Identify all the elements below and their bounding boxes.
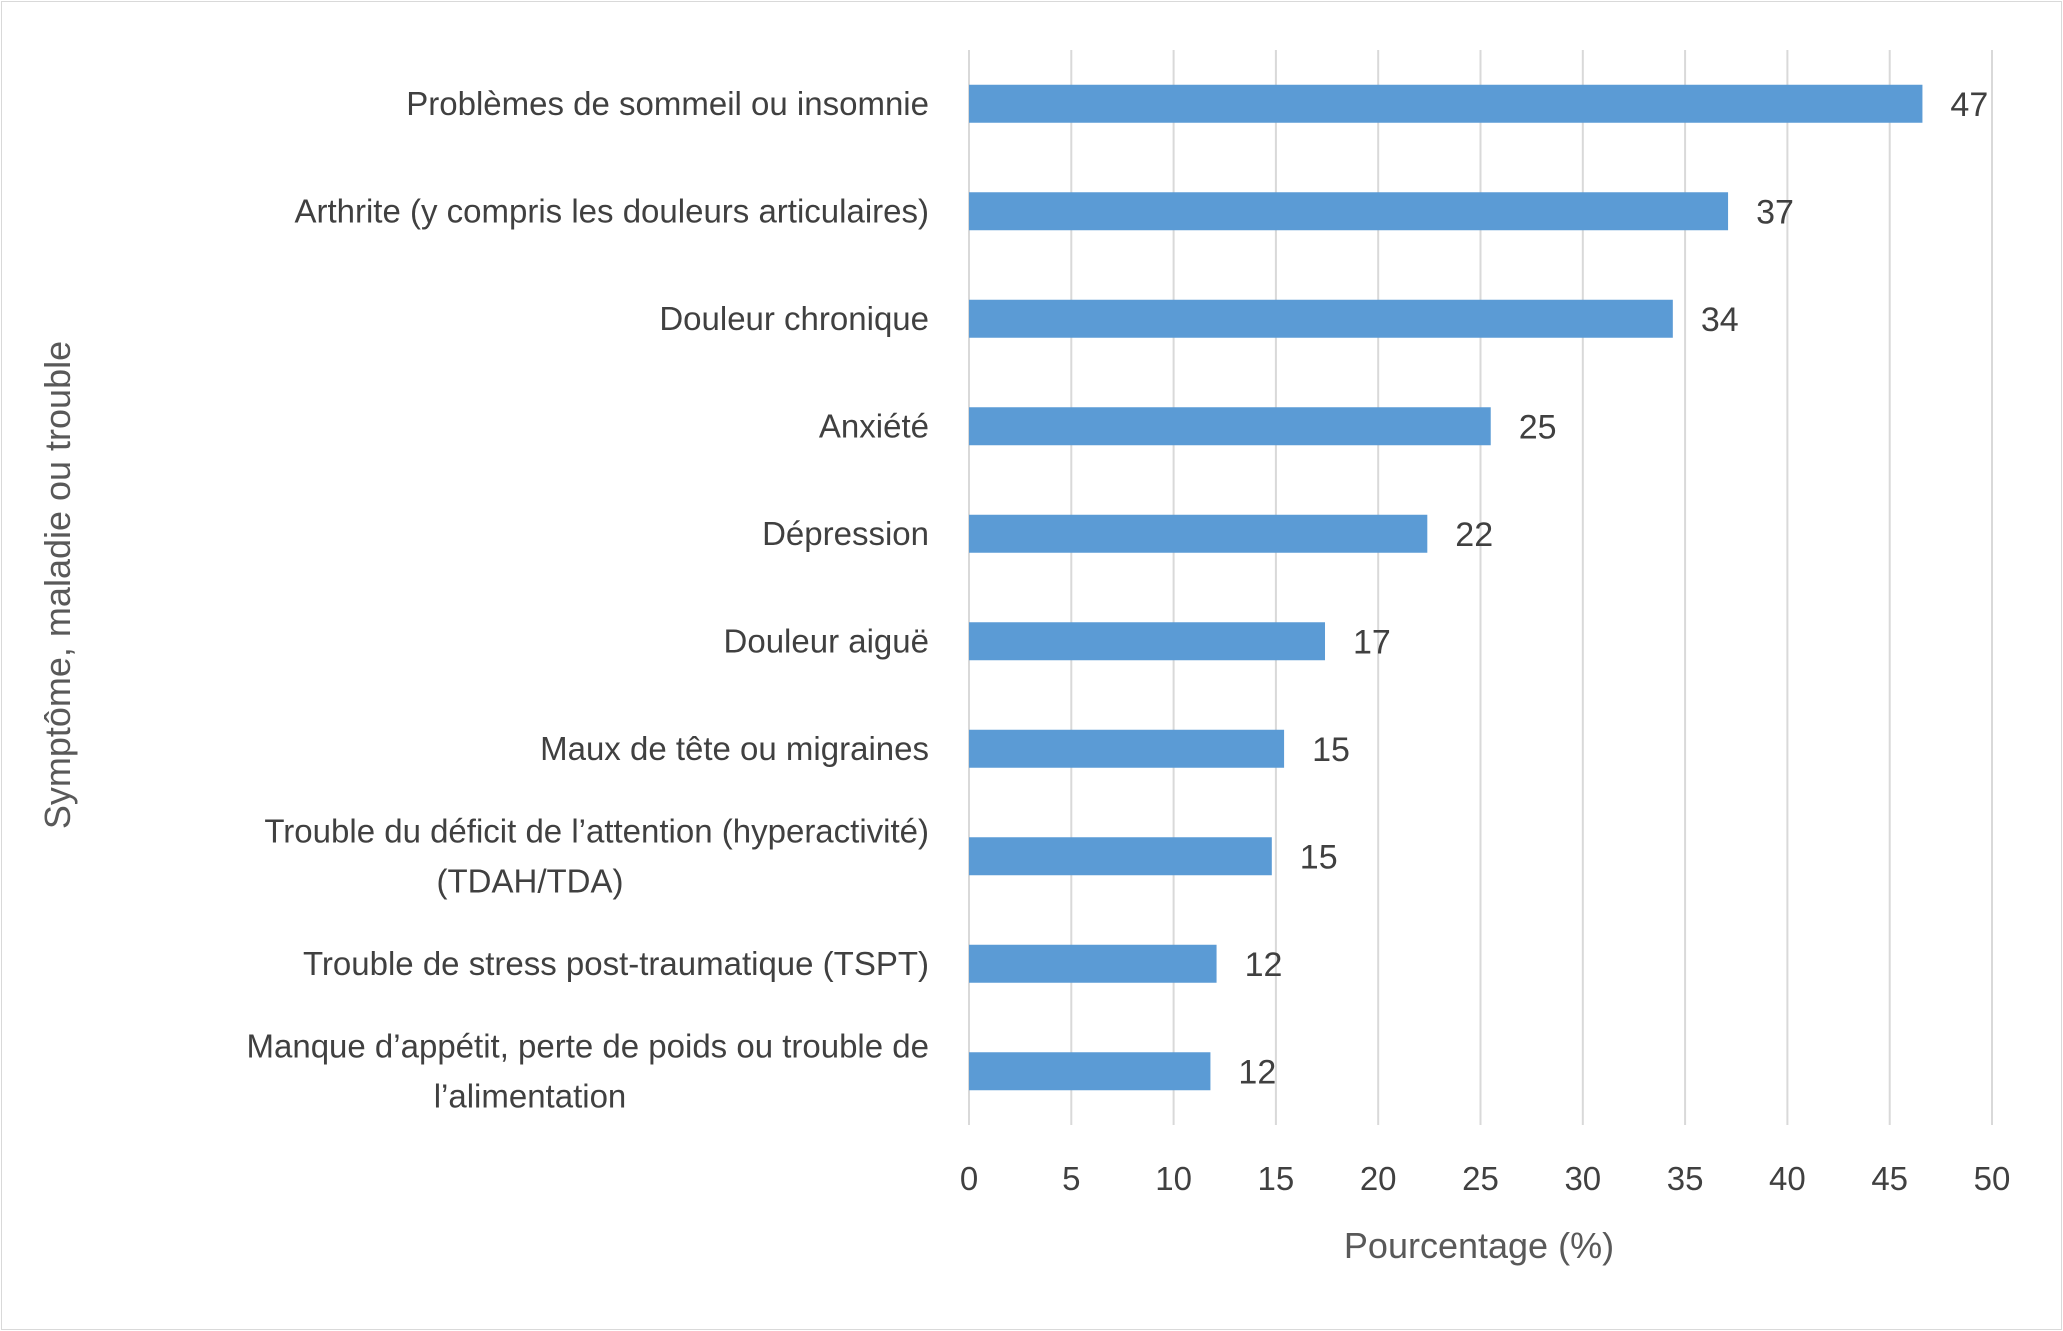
x-tick-label: 0 xyxy=(960,1160,978,1197)
category-label: Manque d’appétit, perte de poids ou trou… xyxy=(247,1027,930,1114)
data-label: 15 xyxy=(1312,731,1350,769)
data-label: 17 xyxy=(1353,623,1391,661)
bar xyxy=(969,514,1428,553)
x-tick-label: 45 xyxy=(1871,1160,1908,1197)
x-tick-label: 35 xyxy=(1667,1160,1704,1197)
category-label: Arthrite (y compris les douleurs articul… xyxy=(294,192,929,229)
bar xyxy=(969,192,1729,231)
x-tick-label: 40 xyxy=(1769,1160,1806,1197)
bar xyxy=(969,944,1217,983)
bar xyxy=(969,729,1285,768)
category-label: Dépression xyxy=(762,515,929,552)
data-labels: 47 37 34 25 22 17 15 15 12 12 xyxy=(1238,86,1988,1092)
x-tick-label: 50 xyxy=(1974,1160,2011,1197)
data-label: 22 xyxy=(1455,516,1493,554)
x-tick-label: 20 xyxy=(1360,1160,1397,1197)
bar xyxy=(969,84,1923,123)
bar-series xyxy=(969,84,1923,1091)
category-label: Maux de tête ou migraines xyxy=(540,730,929,767)
data-label: 37 xyxy=(1756,193,1794,231)
x-tick-label: 15 xyxy=(1258,1160,1295,1197)
data-label: 12 xyxy=(1238,1053,1276,1091)
x-tick-label: 25 xyxy=(1462,1160,1499,1197)
data-label: 12 xyxy=(1245,946,1283,984)
category-labels: Problèmes de sommeil ou insomnie Arthrite… xyxy=(247,85,930,1115)
x-tick-label: 30 xyxy=(1564,1160,1601,1197)
category-label: Trouble de stress post-traumatique (TSPT… xyxy=(303,945,929,982)
bar xyxy=(969,1052,1211,1091)
x-axis-title: Pourcentage (%) xyxy=(1344,1225,1614,1266)
category-label: Douleur aiguë xyxy=(724,622,929,659)
category-label: Problèmes de sommeil ou insomnie xyxy=(406,85,929,122)
bar xyxy=(969,407,1491,446)
x-tick-label: 5 xyxy=(1062,1160,1080,1197)
category-label: Anxiété xyxy=(819,407,929,444)
y-axis-title: Symptôme, maladie ou trouble xyxy=(37,341,78,829)
category-label: Trouble du déficit de l’attention (hyper… xyxy=(264,812,929,899)
bar xyxy=(969,837,1272,876)
data-label: 34 xyxy=(1701,301,1739,339)
data-label: 25 xyxy=(1519,408,1557,446)
bar xyxy=(969,622,1326,661)
data-label: 15 xyxy=(1300,838,1338,876)
x-tick-labels: 0 5 10 15 20 25 30 35 40 45 50 xyxy=(960,1160,2011,1197)
category-label: Douleur chronique xyxy=(659,300,929,337)
x-tick-label: 10 xyxy=(1155,1160,1192,1197)
bar xyxy=(969,299,1673,338)
data-label: 47 xyxy=(1950,86,1988,124)
